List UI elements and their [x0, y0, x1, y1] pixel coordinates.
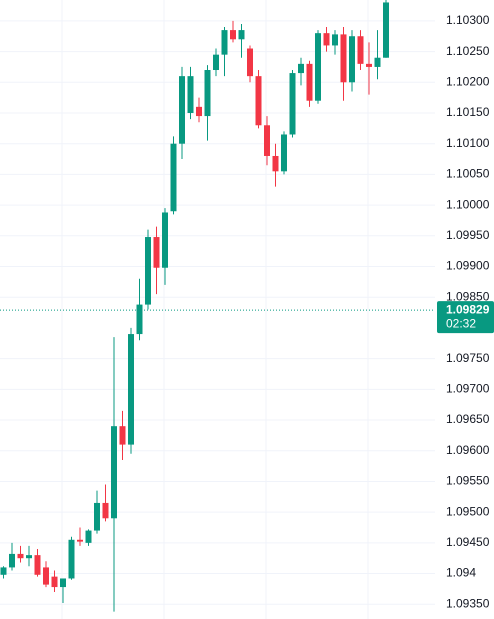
- y-tick-label: 1.10100: [446, 136, 490, 150]
- candle-body: [349, 36, 355, 83]
- countdown-label: 02:32: [446, 316, 476, 330]
- candle-body: [85, 530, 92, 543]
- candle-body: [357, 36, 364, 64]
- current-price-box: [437, 301, 494, 334]
- candle-body: [196, 106, 202, 117]
- candle-body: [170, 143, 177, 212]
- candle-body: [332, 34, 338, 46]
- y-tick-label: 1.09350: [446, 596, 490, 610]
- candle-body: [9, 553, 15, 568]
- candle-body: [298, 63, 304, 74]
- candle-body: [255, 76, 262, 126]
- candle-body: [366, 63, 372, 67]
- candle-body: [43, 567, 49, 585]
- candle-body: [119, 426, 126, 445]
- y-tick-label: 1.09850: [446, 289, 490, 303]
- candle-body: [247, 48, 253, 77]
- y-tick-label: 1.10000: [446, 197, 490, 211]
- y-tick-label: 1.09500: [446, 504, 490, 518]
- y-tick-label: 1.09550: [446, 474, 490, 488]
- candle-body: [187, 76, 194, 113]
- y-tick-label: 1.094: [446, 566, 476, 580]
- candle-body: [323, 33, 330, 46]
- candle-body: [162, 212, 168, 268]
- candle-body: [136, 304, 143, 335]
- y-tick-label: 1.09650: [446, 412, 490, 426]
- candle-body: [281, 134, 287, 172]
- candle-body: [68, 539, 75, 579]
- candle-body: [34, 555, 41, 575]
- candle-body: [0, 567, 7, 575]
- candle-body: [221, 30, 228, 55]
- candle-body: [374, 57, 381, 67]
- candle-body: [272, 155, 279, 172]
- y-tick-label: 1.09900: [446, 259, 490, 273]
- candle-body: [230, 30, 236, 40]
- y-tick-label: 1.09450: [446, 535, 490, 549]
- candle-body: [238, 30, 245, 40]
- y-tick-label: 1.09600: [446, 443, 490, 457]
- y-tick-label: 1.09950: [446, 228, 490, 242]
- y-tick-label: 1.10250: [446, 44, 490, 58]
- candle-body: [340, 34, 347, 83]
- candle-body: [289, 73, 296, 135]
- candle-body: [264, 125, 270, 156]
- candle-body: [153, 237, 160, 268]
- candle-body: [102, 502, 109, 519]
- y-tick-label: 1.10050: [446, 167, 490, 181]
- candle-body: [204, 70, 211, 117]
- candle-body: [26, 555, 32, 559]
- candle-body: [94, 502, 100, 531]
- candle-body: [306, 63, 313, 101]
- current-price-label: 1.09829: [446, 302, 490, 316]
- y-tick-label: 1.09700: [446, 382, 490, 396]
- y-tick-label: 1.10300: [446, 13, 490, 27]
- y-tick-label: 1.09750: [446, 351, 490, 365]
- candle-body: [383, 2, 389, 58]
- candle-body: [179, 76, 185, 144]
- y-tick-label: 1.10150: [446, 105, 490, 119]
- candle-body: [60, 578, 66, 588]
- candle-body: [51, 576, 58, 588]
- y-tick-label: 1.10200: [446, 74, 490, 88]
- candle-body: [213, 54, 219, 71]
- candle-body: [128, 334, 134, 445]
- candle-body: [315, 33, 321, 101]
- candle-body: [145, 237, 151, 305]
- time-grid: [61, 0, 369, 619]
- candle-body: [111, 426, 117, 519]
- candle-body: [77, 539, 83, 542]
- candle-body: [17, 553, 24, 559]
